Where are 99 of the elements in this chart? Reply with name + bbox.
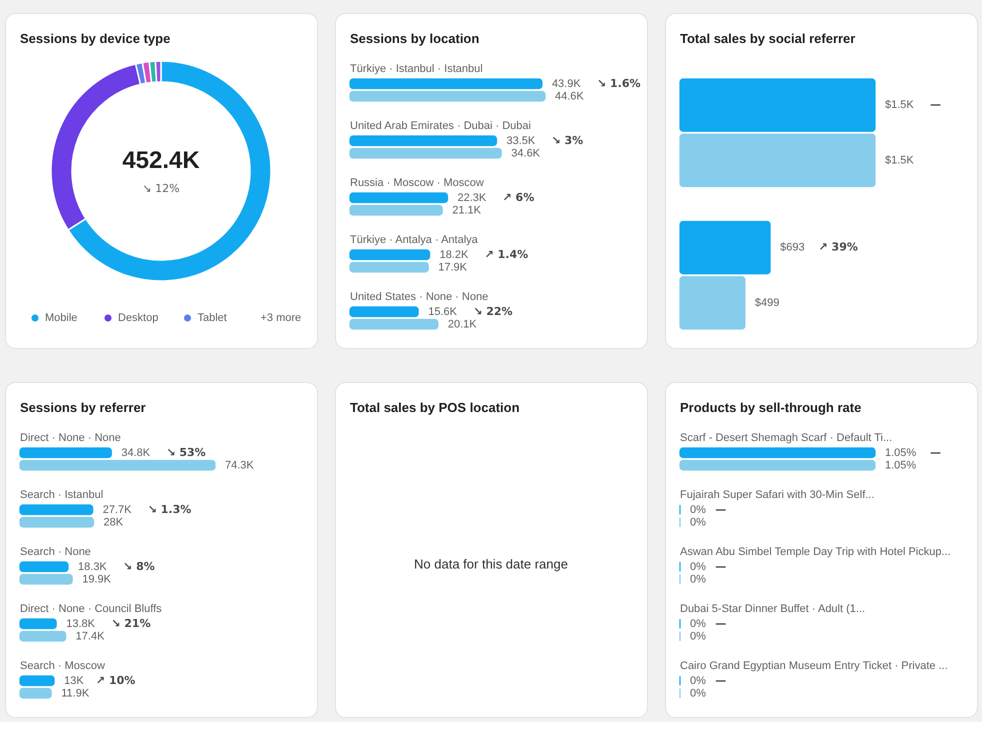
chart-title: Total sales by social referrer (680, 31, 856, 46)
bar (19, 516, 94, 528)
data-label: $1.5K (885, 99, 914, 112)
text: ↘ 12% (142, 182, 180, 195)
data-label: 18.3K (78, 560, 108, 573)
bar (19, 688, 52, 699)
annotation: ↘ 22% (473, 304, 513, 318)
data-label: 19.9K (82, 573, 112, 586)
y-tick-label: Dubai 5-Star Dinner Buffet · Adult (1... (680, 603, 866, 615)
data-label: 0% (690, 618, 706, 630)
bar (349, 90, 546, 102)
data-label: 0% (690, 687, 706, 700)
chart-title: Sessions by referrer (20, 400, 146, 415)
data-label: 0% (690, 504, 706, 516)
chart-title: Products by sell-through rate (680, 400, 862, 415)
bar (19, 504, 94, 516)
bar (349, 249, 430, 260)
data-label: 0% (690, 560, 706, 573)
y-tick-label: Russia · Moscow · Moscow (350, 177, 484, 189)
annotation: ↗ 6% (502, 190, 534, 204)
data-label: 18.2K (440, 248, 469, 261)
annotation: ↗ 39% (818, 240, 858, 254)
y-tick-label: Türkiye · Antalya · Antalya (350, 234, 479, 246)
annotation: ↗ 1.4% (484, 248, 528, 261)
data-label: 17.9K (438, 261, 468, 274)
text: — (930, 446, 941, 459)
data-label: 0% (690, 674, 706, 687)
bar (19, 630, 66, 642)
y-tick-label: Search · None (20, 546, 91, 558)
data-label: 74.3K (225, 459, 254, 472)
y-tick-label: Fujairah Super Safari with 30-Min Self... (680, 489, 874, 501)
data-label: 33.5K (506, 134, 536, 147)
data-label: 1.05% (885, 459, 916, 472)
bar (349, 135, 498, 146)
data-label: $1.5K (885, 154, 914, 166)
annotation: — (715, 502, 726, 516)
annotation: — (715, 674, 726, 687)
data-label: 28K (103, 516, 124, 528)
chart-title: Sessions by device type (20, 31, 170, 46)
y-tick-label: Search · Moscow (20, 660, 106, 672)
y-tick-label: Türkiye · Istanbul · Istanbul (350, 63, 483, 75)
annotation: — (715, 616, 726, 630)
y-tick-label: Cairo Grand Egyptian Museum Entry Ticket · Private ... (680, 660, 948, 672)
text: ↘ 1.6% (596, 76, 640, 90)
text: Total sales by POS location (350, 400, 520, 415)
chart-title: Sessions by location (350, 31, 480, 46)
annotation: ↗ 10% (96, 674, 136, 687)
data-label: 15.6K (428, 306, 458, 318)
y-tick-label: Direct · None · None (20, 432, 121, 444)
y-tick-label: Aswan Abu Simbel Temple Day Trip with Hotel Pickup... (680, 546, 951, 558)
data-label: 27.7K (102, 504, 132, 516)
bar (19, 675, 55, 686)
annotation: ↘ 1.3% (148, 502, 192, 516)
text: No data for this date range (414, 556, 568, 572)
legend-label: Mobile (45, 312, 78, 324)
annotation: ↘ 53% (166, 446, 206, 459)
annotation: ↘ 8% (123, 560, 155, 573)
data-label: 13K (64, 674, 84, 687)
y-tick-label: Scarf - Desert Shemagh Scarf · Default Ti... (680, 432, 892, 444)
y-tick-label: United Arab Emirates · Dubai · Dubai (350, 120, 531, 132)
data-label: 22.3K (458, 192, 487, 204)
bar (349, 78, 543, 90)
data-label: 34.8K (121, 446, 151, 459)
data-label: 11.9K (61, 687, 90, 700)
bar (349, 204, 443, 216)
text: +3 more (260, 312, 302, 324)
bar (19, 574, 73, 585)
bar (349, 262, 429, 273)
data-label: 34.6K (511, 147, 541, 160)
y-tick-label: Direct · None · Council Bluffs (20, 603, 162, 615)
text: 452.4K (122, 147, 200, 174)
data-label: 0% (690, 516, 706, 528)
data-label: $499 (754, 296, 780, 309)
bar (349, 192, 448, 204)
bar (19, 460, 216, 471)
bar (349, 306, 419, 318)
data-label: 20.1K (448, 318, 478, 330)
bar (19, 618, 57, 630)
annotation: ↘ 21% (111, 616, 151, 630)
text: ↘ 3% (551, 134, 584, 147)
bar (19, 561, 69, 572)
bar (19, 447, 112, 458)
data-label: 43.9K (552, 78, 582, 90)
bar (349, 318, 438, 330)
data-label: 0% (690, 573, 706, 586)
data-label: 1.05% (885, 446, 916, 459)
annotation: — (715, 560, 726, 573)
data-label: 13.8K (66, 618, 96, 630)
data-label: $693 (780, 242, 805, 254)
data-label: 17.4K (76, 630, 106, 642)
legend-label: Tablet (198, 312, 227, 324)
data-label: 21.1K (452, 204, 482, 216)
bar (349, 148, 502, 159)
text: — (930, 98, 941, 112)
y-tick-label: United States · None · None (350, 291, 488, 303)
legend-label: Desktop (118, 312, 158, 324)
data-label: 44.6K (555, 90, 584, 102)
data-label: 0% (690, 630, 706, 642)
y-tick-label: Search · Istanbul (20, 489, 104, 501)
